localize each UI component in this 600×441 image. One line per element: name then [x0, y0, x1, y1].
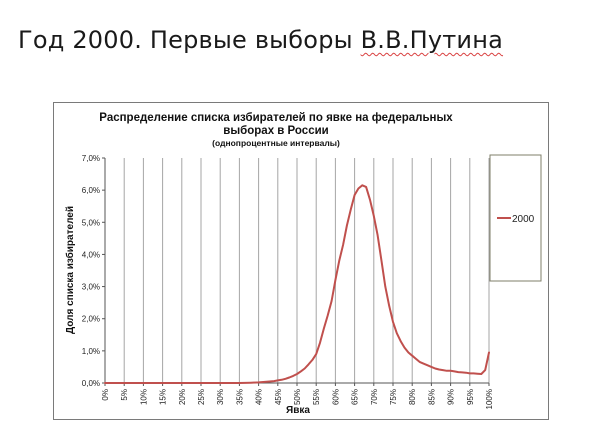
- x-axis-ticks: 0% 5% 10% 15% 20% 25% 30% 35% 40% 45% 50% 55% 60% 65%…: [101, 383, 494, 409]
- y-axis-title: Доля списка избирателей: [64, 206, 76, 334]
- slide-title-name: В.В.Путина: [360, 26, 504, 54]
- x-tick-label: 40%: [255, 389, 264, 405]
- x-tick-label: 55%: [312, 389, 321, 405]
- x-tick-label: 30%: [216, 389, 225, 405]
- x-tick-label: 35%: [235, 389, 244, 405]
- y-tick-label: 4,0%: [82, 250, 100, 259]
- y-tick-label: 3,0%: [82, 283, 100, 292]
- y-axis-ticks: 0,0% 1,0% 2,0% 3,0% 4,0% 5,0% 6,0% 7,0%: [82, 154, 105, 388]
- series-line-2000: [104, 184, 490, 384]
- x-tick-label: 65%: [351, 389, 360, 405]
- x-tick-label: 25%: [197, 389, 206, 405]
- x-tick-label: 70%: [370, 389, 379, 405]
- x-tick-label: 15%: [159, 389, 168, 405]
- y-tick-label: 7,0%: [82, 154, 100, 163]
- y-tick-label: 1,0%: [82, 347, 100, 356]
- legend-label-2000: 2000: [512, 214, 535, 225]
- x-tick-label: 95%: [466, 389, 475, 405]
- slide-title-prefix: Год 2000. Первые выборы: [18, 26, 361, 54]
- slide-title: Год 2000. Первые выборы В.В.Путина: [18, 26, 503, 54]
- y-tick-label: 0,0%: [82, 379, 100, 388]
- x-tick-label: 20%: [178, 389, 187, 405]
- y-tick-label: 2,0%: [82, 315, 100, 324]
- y-tick-label: 6,0%: [82, 186, 100, 195]
- x-tick-label: 0%: [101, 389, 110, 401]
- x-axis-title: Явка: [286, 405, 310, 416]
- x-tick-label: 90%: [447, 389, 456, 405]
- series-group: [104, 184, 490, 384]
- x-tick-label: 50%: [293, 389, 302, 405]
- chart-subtitle: (однопроцентные интервалы): [212, 138, 340, 148]
- x-tick-label: 75%: [389, 389, 398, 405]
- x-tick-label: 10%: [139, 389, 148, 405]
- y-tick-label: 5,0%: [82, 218, 100, 227]
- chart-frame: Распределение списка избирателей по явке…: [53, 102, 549, 420]
- x-tick-label: 5%: [120, 389, 129, 401]
- x-tick-label: 100%: [485, 389, 494, 409]
- x-tick-label: 45%: [274, 389, 283, 405]
- x-tick-label: 85%: [427, 389, 436, 405]
- chart-title-line1: Распределение списка избирателей по явке…: [99, 112, 453, 124]
- chart-title-line2: выборах в России: [223, 125, 328, 137]
- election-turnout-chart: Распределение списка избирателей по явке…: [64, 112, 542, 416]
- x-tick-label: 60%: [331, 389, 340, 405]
- x-tick-label: 80%: [408, 389, 417, 405]
- vertical-gridlines: [123, 158, 490, 383]
